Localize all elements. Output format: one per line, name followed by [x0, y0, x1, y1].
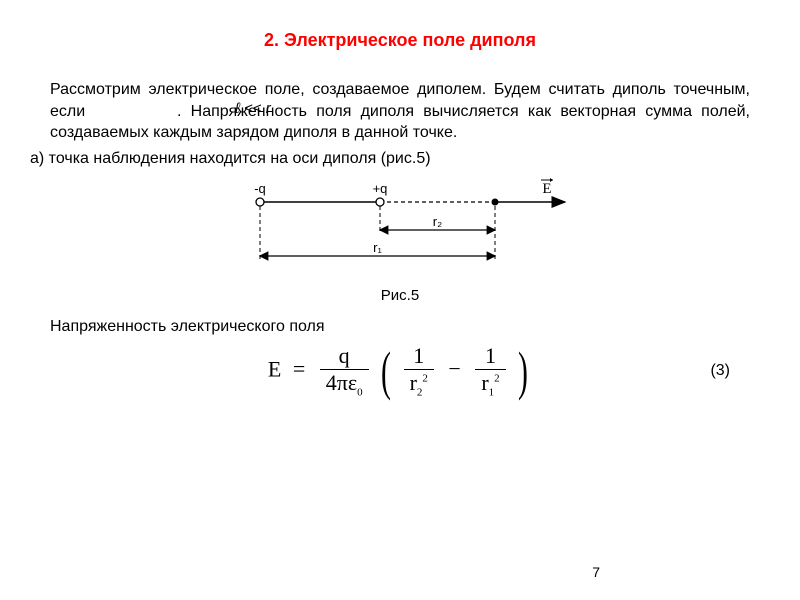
figure-caption: Рис.5	[30, 287, 770, 304]
den-text: 4πε	[326, 370, 357, 395]
r-sym: r	[410, 370, 417, 395]
minus-sym: −	[448, 356, 460, 381]
equation-number: (3)	[710, 362, 730, 380]
formula-row: E = q 4πε0 ( 1 r22 − 1 r12 ) (3)	[30, 344, 770, 399]
right-paren: )	[518, 347, 528, 396]
section-title: 2. Электрическое поле диполя	[30, 30, 770, 51]
sym-E: E	[268, 356, 281, 381]
term1-bot: r22	[404, 370, 434, 398]
r1-sub: 1	[489, 386, 495, 398]
svg-text:E: E	[542, 181, 551, 197]
r1-sup: 2	[494, 373, 500, 385]
r2-sup: 2	[422, 373, 428, 385]
frac-term2: 1 r12	[475, 344, 505, 399]
svg-text:-q: -q	[254, 181, 266, 196]
term2-top: 1	[475, 344, 505, 370]
dipole-diagram: -q +q Er₂ r₁	[30, 178, 770, 283]
page-number: 7	[592, 564, 600, 580]
term1-top: 1	[404, 344, 434, 370]
paragraph-text: Рассмотрим электрическое поле, создаваем…	[50, 81, 750, 141]
sym-equals: =	[293, 356, 305, 381]
svg-text:r₂: r₂	[433, 214, 442, 229]
left-paren: (	[381, 347, 391, 396]
den-sub: 0	[357, 386, 363, 398]
frac-top-q: q	[320, 344, 369, 370]
formula: E = q 4πε0 ( 1 r22 − 1 r12 )	[268, 344, 532, 399]
case-a-line: а) точка наблюдения находится на оси дип…	[30, 150, 770, 168]
field-intensity-text: Напряженность электрического поля	[50, 318, 770, 336]
r2-sub: 2	[417, 386, 423, 398]
r-sym-2: r	[481, 370, 488, 395]
svg-text:r₁: r₁	[373, 240, 382, 255]
frac-term1: 1 r22	[404, 344, 434, 399]
svg-text:+q: +q	[373, 181, 388, 196]
frac-bot: 4πε0	[320, 370, 369, 398]
term2-bot: r12	[475, 370, 505, 398]
frac-main: q 4πε0	[320, 344, 369, 399]
inline-condition: ℓ << r	[235, 99, 271, 119]
intro-paragraph: Рассмотрим электрическое поле, создаваем…	[50, 79, 750, 144]
